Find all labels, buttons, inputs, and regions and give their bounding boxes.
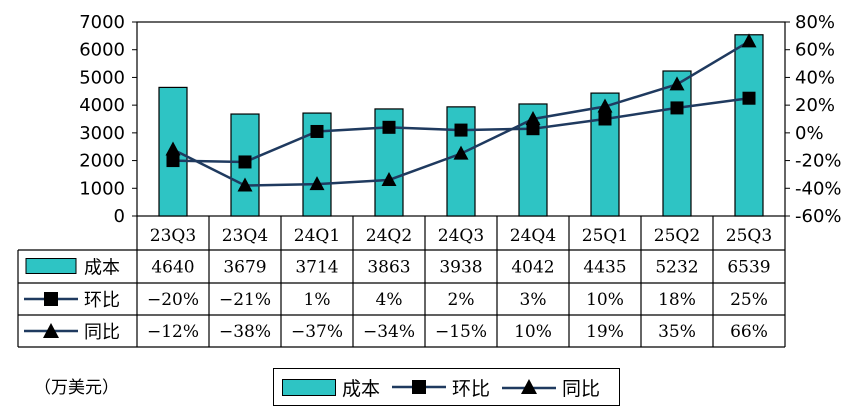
right-axis-tick-label: 0% xyxy=(795,123,824,144)
data-label-qoq: 25% xyxy=(730,290,768,310)
data-label-cost: 3679 xyxy=(223,258,266,278)
data-label-cost: 6539 xyxy=(727,258,770,278)
category-label: 24Q3 xyxy=(438,226,484,246)
legend: 成本 环比 同比 xyxy=(273,368,620,406)
qoq-point-24Q2 xyxy=(382,120,396,134)
left-axis-tick-label: 5000 xyxy=(79,67,125,88)
data-label-yoy: 10% xyxy=(514,322,552,342)
category-label: 25Q3 xyxy=(726,226,772,246)
legend-item-cost: 成本 xyxy=(282,369,380,405)
data-label-qoq: 18% xyxy=(658,290,696,310)
right-axis-tick-label: 80% xyxy=(795,12,835,33)
left-axis-tick-label: 3000 xyxy=(79,123,125,144)
qoq-point-23Q4 xyxy=(238,155,252,169)
data-label-cost: 3938 xyxy=(439,258,482,278)
category-label: 23Q3 xyxy=(150,226,196,246)
data-label-qoq: 3% xyxy=(520,290,547,310)
right-axis-tick-label: -40% xyxy=(795,178,842,199)
data-label-qoq: −20% xyxy=(147,290,199,310)
qoq-point-23Q3 xyxy=(166,154,180,168)
bar-24Q3 xyxy=(446,106,476,217)
data-label-yoy: 19% xyxy=(586,322,624,342)
data-label-cost: 5232 xyxy=(655,258,698,278)
data-label-yoy: 66% xyxy=(730,322,768,342)
yoy-point-25Q1 xyxy=(597,98,613,113)
left-axis-tick-label: 4000 xyxy=(79,95,125,116)
row-key-bar-swatch xyxy=(25,258,77,274)
left-axis-tick-label: 1000 xyxy=(79,178,125,199)
legend-item-yoy: 同比 xyxy=(502,369,600,405)
yoy-point-24Q1 xyxy=(309,176,325,191)
row-key-triangle-marker-icon xyxy=(43,323,59,338)
yoy-point-24Q2 xyxy=(381,171,397,186)
right-axis-tick-label: 20% xyxy=(795,95,835,116)
data-label-yoy: −12% xyxy=(147,322,199,342)
bar-25Q3 xyxy=(734,34,764,217)
legend-triangle-marker-icon xyxy=(502,379,556,394)
left-axis-tick-label: 6000 xyxy=(79,40,125,61)
legend-label-yoy: 同比 xyxy=(562,377,601,400)
data-label-qoq: 1% xyxy=(304,290,331,310)
right-axis-tick-label: -20% xyxy=(795,151,842,172)
data-label-cost: 4042 xyxy=(511,258,554,278)
data-label-yoy: −38% xyxy=(219,322,271,342)
left-axis-tick-label: 7000 xyxy=(79,12,125,33)
legend-label-cost: 成本 xyxy=(342,377,381,400)
category-label: 24Q2 xyxy=(366,226,412,246)
data-label-cost: 4640 xyxy=(151,258,194,278)
yoy-point-25Q2 xyxy=(669,76,685,91)
yoy-point-24Q4 xyxy=(525,111,541,125)
category-label: 24Q1 xyxy=(294,226,340,246)
yoy-point-23Q4 xyxy=(237,177,253,192)
row-label-yoy: 同比 xyxy=(84,322,120,343)
data-label-cost: 3714 xyxy=(295,258,338,278)
data-label-cost: 4435 xyxy=(583,258,626,278)
data-label-qoq: 10% xyxy=(586,290,624,310)
category-label: 24Q4 xyxy=(510,226,556,246)
right-axis-tick-label: -60% xyxy=(795,206,842,227)
category-label: 25Q2 xyxy=(654,226,700,246)
yoy-point-23Q3 xyxy=(165,141,181,156)
right-axis-tick-label: 40% xyxy=(795,67,835,88)
bar-25Q2 xyxy=(662,70,692,217)
category-label: 23Q4 xyxy=(222,226,268,246)
data-label-cost: 3863 xyxy=(367,258,410,278)
data-label-yoy: −15% xyxy=(435,322,487,342)
data-label-qoq: 2% xyxy=(448,290,475,310)
category-label: 25Q1 xyxy=(582,226,628,246)
legend-bar-swatch xyxy=(282,378,336,396)
row-key-square-marker-icon xyxy=(44,292,58,306)
yoy-point-24Q3 xyxy=(453,145,469,160)
data-label-qoq: −21% xyxy=(219,290,271,310)
qoq-point-25Q2 xyxy=(670,101,684,115)
qoq-point-25Q1 xyxy=(598,112,612,126)
legend-item-qoq: 环比 xyxy=(392,369,490,405)
qoq-point-24Q4 xyxy=(526,122,540,136)
left-axis-tick-label: 2000 xyxy=(79,151,125,172)
unit-label: （万美元） xyxy=(34,378,119,398)
legend-square-marker-icon xyxy=(392,380,446,394)
data-label-yoy: −34% xyxy=(363,322,415,342)
row-label-cost: 成本 xyxy=(84,258,120,279)
legend-label-qoq: 环比 xyxy=(452,377,491,400)
data-label-qoq: 4% xyxy=(376,290,403,310)
data-label-yoy: 35% xyxy=(658,322,696,342)
qoq-point-25Q3 xyxy=(742,91,756,105)
yoy-point-25Q3 xyxy=(741,33,757,48)
row-label-qoq: 环比 xyxy=(84,290,120,311)
qoq-point-24Q1 xyxy=(310,124,324,138)
data-label-yoy: −37% xyxy=(291,322,343,342)
left-axis-tick-label: 0 xyxy=(114,206,125,227)
qoq-point-24Q3 xyxy=(454,123,468,137)
right-axis-tick-label: 60% xyxy=(795,40,835,61)
